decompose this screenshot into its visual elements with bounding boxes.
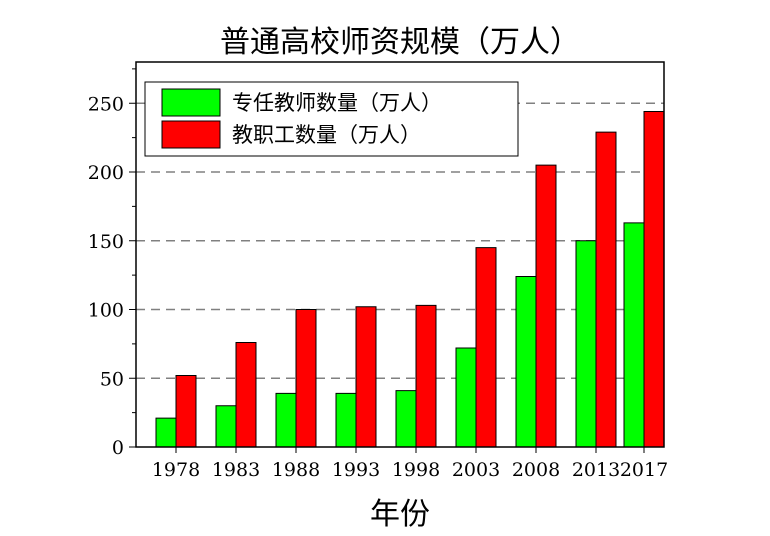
legend: 专任教师数量（万人） 教职工数量（万人）	[144, 81, 519, 157]
bar-staff-2013	[595, 131, 617, 448]
x-tick-label: 2008	[512, 459, 560, 481]
bar-staff-2017	[643, 111, 665, 448]
bar-staff-1983	[235, 342, 257, 448]
x-tick-label: 1983	[212, 459, 260, 481]
bars	[155, 111, 665, 448]
x-tick-label: 1978	[152, 459, 200, 481]
bar-staff-1978	[175, 375, 197, 448]
bar-staff-1993	[355, 306, 377, 448]
bar-staff-2008	[535, 164, 557, 448]
bar-teachers-2008	[515, 276, 537, 448]
bar-teachers-1988	[275, 392, 297, 448]
y-tick-label: 100	[88, 300, 124, 322]
legend-swatch-teachers	[161, 88, 221, 117]
bar-teachers-1993	[335, 392, 357, 448]
bar-teachers-2013	[575, 240, 597, 448]
x-axis-title: 年份	[370, 497, 430, 532]
x-tick-label: 2017	[620, 459, 668, 481]
x-tick-label: 1988	[272, 459, 320, 481]
bar-staff-1988	[295, 309, 317, 448]
chart-title: 普通高校师资规模（万人）	[220, 25, 580, 60]
axes: 1978 1983 1988 1993 1998 2003 2008 2013 2017 0 50 1…	[88, 61, 668, 481]
legend-label-staff: 教职工数量（万人）	[232, 123, 421, 147]
bar-teachers-1998	[395, 390, 417, 448]
bar-teachers-2017	[623, 222, 645, 448]
legend-label-teachers: 专任教师数量（万人）	[232, 91, 442, 115]
bar-teachers-1978	[155, 417, 177, 448]
x-tick-label: 2003	[452, 459, 500, 481]
plot-frame	[135, 61, 665, 448]
y-tick-label: 150	[88, 231, 124, 253]
bar-teachers-2003	[455, 347, 477, 448]
bar-staff-2003	[475, 247, 497, 448]
y-tick-label: 250	[88, 93, 124, 115]
x-tick-label: 1998	[392, 459, 440, 481]
bar-staff-1998	[415, 304, 437, 448]
bar-teachers-1983	[215, 405, 237, 448]
x-tick-label: 2013	[572, 459, 620, 481]
y-tick-label: 200	[88, 162, 124, 184]
x-tick-label: 1993	[332, 459, 380, 481]
y-tick-label: 50	[100, 368, 124, 390]
y-tick-label: 0	[112, 437, 124, 459]
legend-swatch-staff	[161, 120, 221, 149]
